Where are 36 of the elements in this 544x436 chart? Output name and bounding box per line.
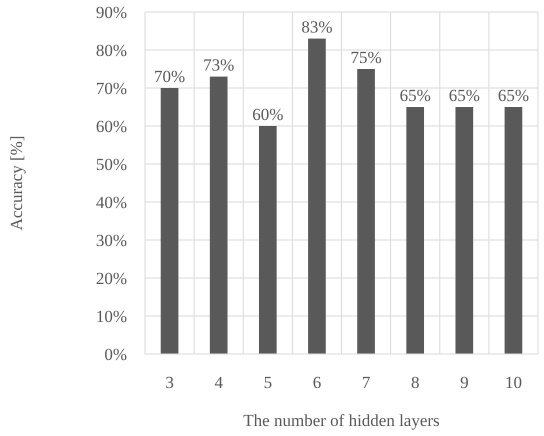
y-tick-label: 40% — [96, 192, 127, 212]
y-tick-label: 50% — [96, 154, 127, 174]
x-tick-label: 6 — [312, 373, 322, 392]
data-label: 65% — [498, 86, 530, 105]
bar — [455, 107, 474, 354]
bar — [504, 107, 522, 354]
data-label: 65% — [448, 86, 480, 105]
data-label: 65% — [400, 86, 431, 105]
y-tick-label: 60% — [96, 116, 127, 136]
x-tick-label: 7 — [362, 373, 371, 392]
data-label: 70% — [154, 67, 186, 86]
x-axis-title: The number of hidden layers — [243, 411, 440, 430]
x-tick-label: 4 — [214, 373, 224, 392]
bar — [210, 76, 228, 354]
x-tick-label: 5 — [264, 373, 272, 392]
y-tick-label: 90% — [96, 2, 127, 22]
bar — [406, 107, 424, 354]
y-tick-label: 70% — [96, 78, 127, 98]
data-label: 75% — [350, 48, 382, 67]
y-tick-label: 80% — [96, 40, 127, 60]
bar — [308, 38, 326, 354]
y-tick-label: 10% — [96, 306, 127, 326]
x-tick-label: 9 — [460, 373, 469, 392]
data-label: 73% — [203, 56, 234, 75]
y-tick-label: 30% — [96, 230, 127, 250]
bar — [357, 69, 375, 354]
y-tick-label: 20% — [96, 268, 127, 288]
x-tick-label: 8 — [410, 373, 420, 392]
y-axis-title: Accuracy [%] — [7, 136, 26, 230]
bar — [160, 88, 178, 354]
bar — [258, 126, 277, 354]
x-tick-label: 3 — [165, 373, 174, 392]
y-tick-label: 0% — [104, 344, 127, 364]
data-label: 83% — [301, 18, 333, 37]
x-tick-label: 10 — [504, 373, 522, 392]
data-label: 60% — [252, 105, 284, 124]
